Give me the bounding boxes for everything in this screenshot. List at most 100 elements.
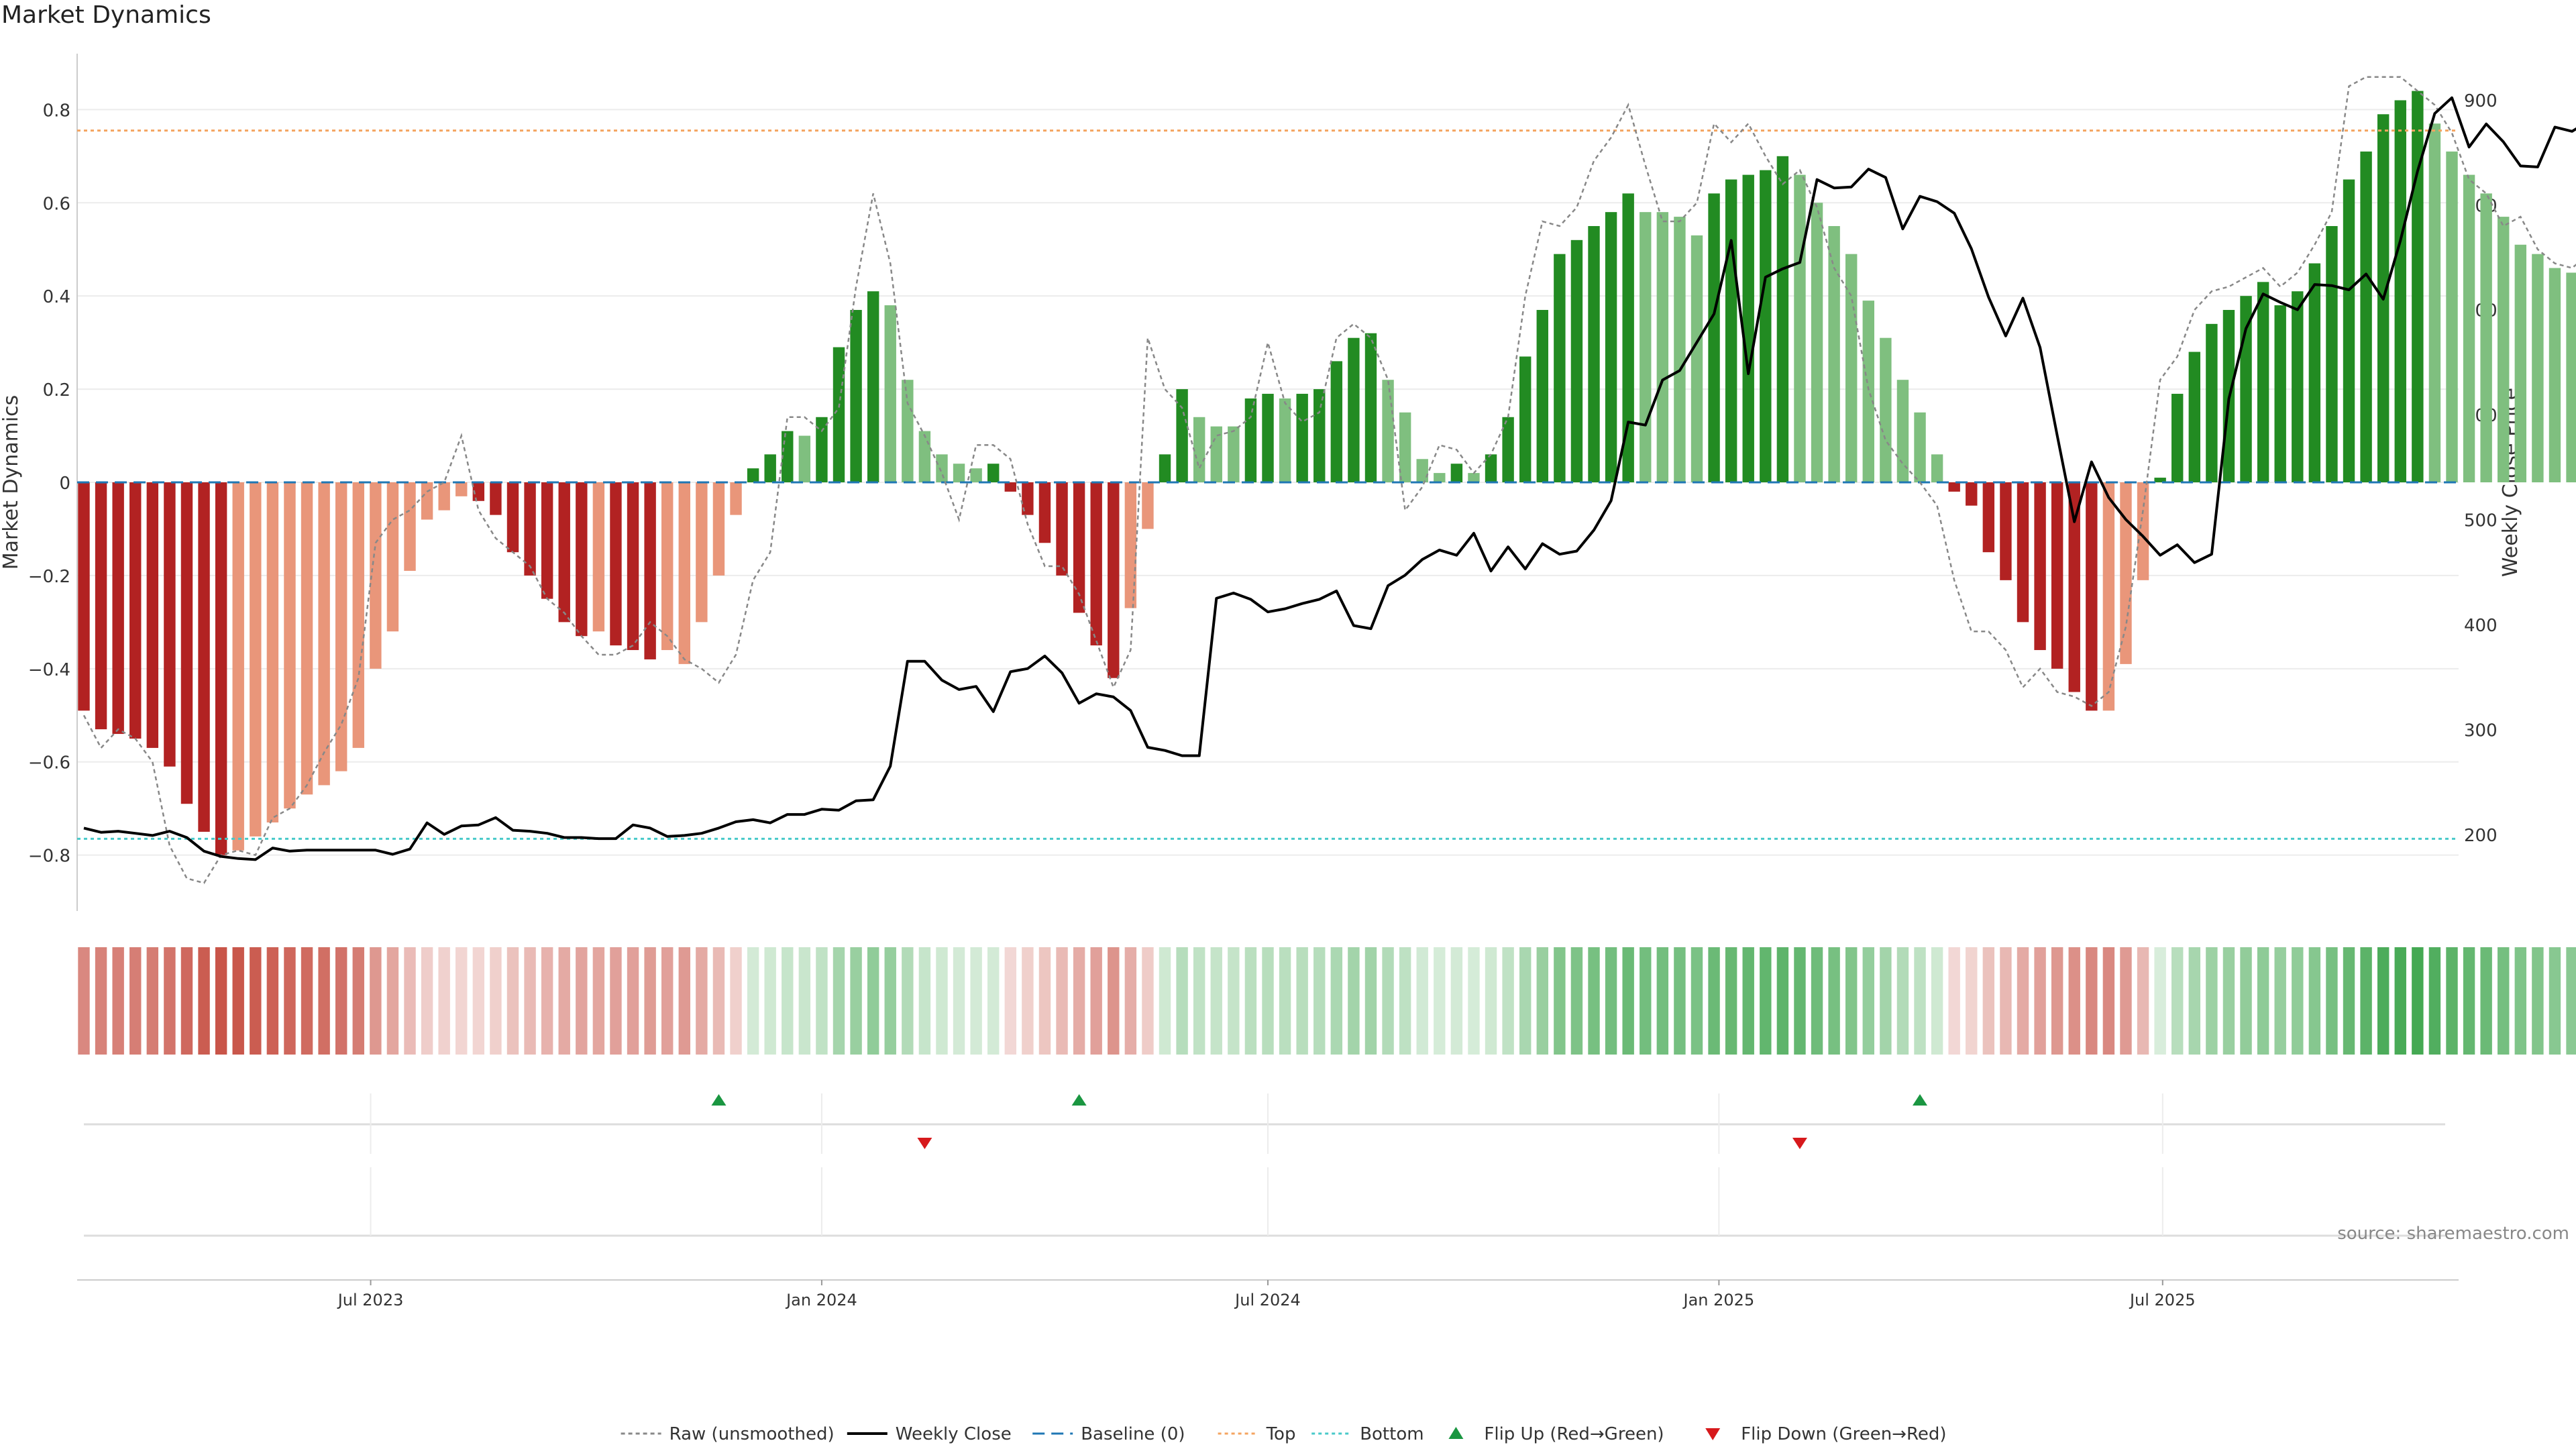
heat-strip-cell [1313, 947, 1326, 1055]
heat-strip-cell [953, 947, 965, 1055]
dynamics-bar [1416, 459, 1428, 482]
dynamics-bar [506, 482, 519, 553]
dynamics-bar [78, 482, 90, 711]
heat-strip-cell [2068, 947, 2080, 1055]
heat-strip-cell [678, 947, 690, 1055]
heat-strip-cell [2102, 947, 2115, 1055]
dynamics-bar [936, 454, 948, 482]
dynamics-bar [1348, 337, 1360, 482]
dynamics-bar [180, 482, 193, 804]
x-tick-label: Jan 2025 [1682, 1291, 1755, 1309]
dynamics-bar [524, 482, 536, 576]
dynamics-bar [1038, 482, 1051, 543]
heat-strip-cell [2412, 947, 2424, 1055]
x-tick-label: Jul 2024 [1234, 1291, 1301, 1309]
heat-strip-cell [472, 947, 485, 1055]
heat-strip-cell [95, 947, 107, 1055]
dynamics-bar [1896, 380, 1909, 482]
dynamics-bar [404, 482, 416, 571]
heat-strip-cell [2051, 947, 2063, 1055]
heat-strip-cell [1588, 947, 1600, 1055]
heat-strip-cell [1742, 947, 1754, 1055]
heat-strip-cell [198, 947, 210, 1055]
source-text: source: sharemaestro.com [2337, 1224, 2569, 1244]
heat-strip-cell [2086, 947, 2098, 1055]
weekly-close-line [83, 96, 2576, 861]
dynamics-bar [1468, 473, 1480, 482]
dynamics-bar [1382, 380, 1394, 482]
heat-strip-cell [1450, 947, 1463, 1055]
heat-strip-cell [1176, 947, 1188, 1055]
heat-strip-cell [1570, 947, 1583, 1055]
heat-strip-cell [146, 947, 159, 1055]
dynamics-bar [335, 482, 347, 771]
dynamics-bar [1880, 337, 1892, 482]
dynamics-bar [712, 482, 725, 576]
heat-strip-cell [1262, 947, 1274, 1055]
heat-strip-cell [2240, 947, 2252, 1055]
heat-strip-cell [1811, 947, 1823, 1055]
heat-strip-cell [1605, 947, 1617, 1055]
dynamics-bar [2498, 217, 2510, 482]
heat-strip-cell [2274, 947, 2286, 1055]
heat-strip-cell [884, 947, 896, 1055]
dynamics-bar [2326, 225, 2338, 482]
legend-label: Top [1266, 1424, 1296, 1444]
dynamics-bar [2308, 263, 2321, 482]
heat-strip-cell [232, 947, 244, 1055]
dynamics-bar [2548, 268, 2561, 482]
heat-strip-cell [850, 947, 862, 1055]
heat-strip-cell [1279, 947, 1291, 1055]
dynamics-bar [2188, 352, 2201, 482]
heat-strip-cell [78, 947, 90, 1055]
heat-strip-cell [1896, 947, 1909, 1055]
heat-strip-cell [576, 947, 588, 1055]
heat-strip-cell [1502, 947, 1514, 1055]
heat-strip-cell [2000, 947, 2012, 1055]
dynamics-bar [284, 482, 296, 809]
heat-strip-cell [318, 947, 330, 1055]
dynamics-bar [1570, 239, 1583, 482]
dynamics-bar [610, 482, 622, 646]
dynamics-bar [2480, 193, 2492, 482]
heat-strip-cell [1228, 947, 1240, 1055]
heat-strip-cell [1914, 947, 1926, 1055]
heat-strip-cell [1210, 947, 1222, 1055]
heat-strip-cell [1640, 947, 1652, 1055]
heat-strip-cell [1519, 947, 1532, 1055]
y2-tick-label: 300 [2464, 720, 2498, 741]
heat-strip-cell [1674, 947, 1686, 1055]
heat-strip-cell [1948, 947, 1960, 1055]
dynamics-bar [953, 464, 965, 482]
dynamics-bar [164, 482, 176, 767]
heat-strip-cell [129, 947, 142, 1055]
heat-strip-cell [1348, 947, 1360, 1055]
heat-strip-cell [798, 947, 811, 1055]
dynamics-bar [1124, 482, 1137, 608]
dynamics-bar [1982, 482, 1995, 553]
heat-strip-cell [2257, 947, 2269, 1055]
heat-strip-cell [352, 947, 364, 1055]
heat-strip-cell [164, 947, 176, 1055]
legend-label: Weekly Close [896, 1424, 1012, 1444]
heat-strip-cell [524, 947, 536, 1055]
dynamics-bar [1536, 310, 1548, 482]
dynamics-bar [1450, 464, 1463, 482]
heat-strip-cell [2292, 947, 2304, 1055]
dynamics-bar [1605, 212, 1617, 482]
dynamics-bar [696, 482, 708, 623]
dynamics-bar [1554, 254, 1566, 482]
heat-strip-cell [2548, 947, 2561, 1055]
heat-strip-cell [1622, 947, 1634, 1055]
dynamics-bar [833, 347, 845, 482]
x-tick-label: Jul 2025 [2129, 1291, 2196, 1309]
dynamics-bar [918, 431, 931, 482]
dynamics-bar [1399, 412, 1411, 482]
dynamics-bar [266, 482, 279, 823]
dynamics-bar [1931, 454, 1943, 482]
heat-strip-cell [2137, 947, 2149, 1055]
flip-up-marker [1071, 1094, 1087, 1106]
dynamics-bar [1914, 412, 1926, 482]
heat-strip-cell [335, 947, 347, 1055]
y-axis-label: Market Dynamics [0, 395, 23, 570]
